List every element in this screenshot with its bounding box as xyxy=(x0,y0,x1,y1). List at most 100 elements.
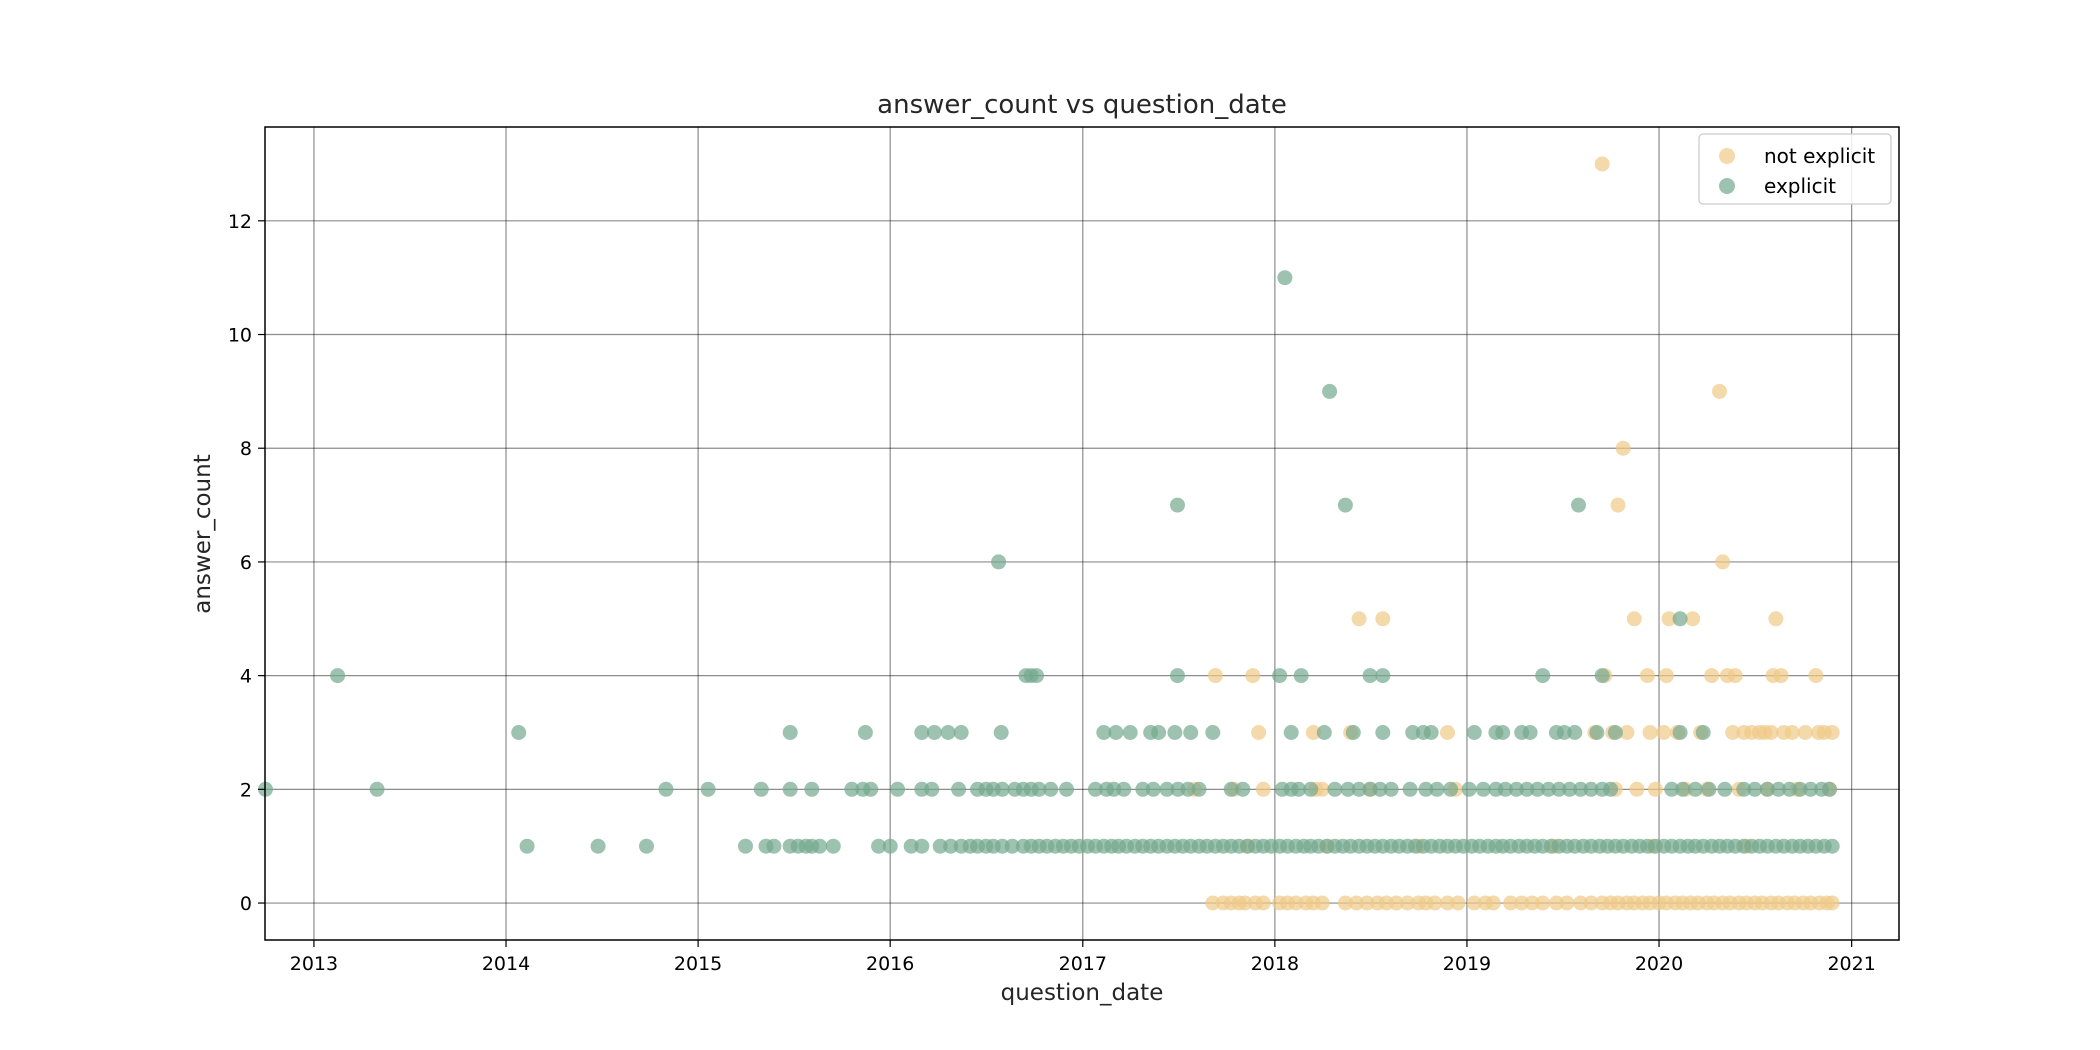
point-explicit xyxy=(882,838,898,854)
point-explicit xyxy=(993,725,1009,740)
point-explicit xyxy=(890,781,906,797)
legend-label-explicit: explicit xyxy=(1764,174,1836,198)
point-explicit xyxy=(1108,725,1124,740)
point-not-explicit xyxy=(1610,497,1626,513)
point-explicit xyxy=(951,781,967,797)
point-explicit xyxy=(804,781,820,797)
point-not-explicit xyxy=(1619,725,1635,740)
x-tick-label-2018: 2018 xyxy=(1251,953,1299,975)
point-explicit xyxy=(1383,781,1399,797)
x-tick-label-2021: 2021 xyxy=(1827,953,1875,975)
y-tick-label-10: 10 xyxy=(228,325,252,347)
point-explicit xyxy=(1759,781,1775,797)
point-explicit xyxy=(1180,781,1196,797)
point-explicit xyxy=(1562,781,1578,797)
legend-marker-explicit xyxy=(1719,178,1735,194)
point-not-explicit xyxy=(1524,895,1540,911)
x-tick-label-2015: 2015 xyxy=(674,953,722,975)
point-explicit xyxy=(1372,781,1388,797)
point-not-explicit xyxy=(1715,554,1731,570)
point-explicit xyxy=(700,781,716,797)
point-explicit xyxy=(1589,725,1605,740)
point-explicit xyxy=(1701,781,1717,797)
point-explicit xyxy=(1327,781,1343,797)
point-explicit xyxy=(1351,781,1367,797)
point-explicit xyxy=(857,725,873,740)
point-explicit xyxy=(1583,781,1599,797)
point-explicit xyxy=(1145,781,1161,797)
point-explicit xyxy=(1571,497,1586,513)
point-not-explicit xyxy=(1773,668,1789,684)
point-explicit xyxy=(1607,725,1623,740)
point-not-explicit xyxy=(1642,725,1658,740)
x-tick-label-2019: 2019 xyxy=(1443,953,1491,975)
point-explicit xyxy=(1672,611,1688,627)
point-explicit xyxy=(1345,725,1361,740)
point-explicit xyxy=(871,838,887,854)
x-tick-label-2016: 2016 xyxy=(866,953,914,975)
point-explicit xyxy=(1004,838,1020,854)
point-not-explicit xyxy=(1704,668,1720,684)
point-not-explicit xyxy=(1359,895,1375,911)
point-explicit xyxy=(1771,781,1786,797)
point-not-explicit xyxy=(1583,895,1599,911)
point-not-explicit xyxy=(1763,725,1779,740)
point-explicit xyxy=(1167,725,1183,740)
point-explicit xyxy=(1029,668,1044,684)
point-not-explicit xyxy=(1305,725,1321,740)
legend-box xyxy=(1698,133,1892,205)
point-not-explicit xyxy=(1647,781,1663,797)
point-explicit xyxy=(1322,383,1338,399)
point-not-explicit xyxy=(1824,725,1840,740)
point-explicit xyxy=(1530,781,1545,797)
point-explicit xyxy=(1475,781,1491,797)
point-not-explicit xyxy=(1784,725,1800,740)
x-axis-label: question_date xyxy=(1001,980,1164,1006)
point-explicit xyxy=(1423,725,1439,740)
point-explicit xyxy=(1191,781,1207,797)
point-explicit xyxy=(1443,781,1459,797)
point-explicit xyxy=(903,838,919,854)
point-explicit xyxy=(932,838,948,854)
point-not-explicit xyxy=(1255,895,1271,911)
point-explicit xyxy=(1135,781,1151,797)
point-explicit xyxy=(994,781,1010,797)
point-explicit xyxy=(1316,725,1332,740)
point-not-explicit xyxy=(1685,611,1701,627)
point-explicit xyxy=(1822,781,1837,797)
point-not-explicit xyxy=(1440,895,1455,911)
point-not-explicit xyxy=(1626,611,1642,627)
plot-area xyxy=(265,127,1899,940)
point-not-explicit xyxy=(1797,725,1813,740)
point-explicit xyxy=(1291,781,1307,797)
point-explicit xyxy=(1375,725,1391,740)
point-not-explicit xyxy=(1658,668,1674,684)
point-explicit xyxy=(1664,781,1680,797)
point-explicit xyxy=(1429,781,1445,797)
x-tick-label-2020: 2020 xyxy=(1635,953,1683,975)
plot-frame xyxy=(264,126,1900,941)
point-explicit xyxy=(1122,725,1138,740)
point-explicit xyxy=(1497,781,1513,797)
point-explicit xyxy=(1672,725,1688,740)
point-explicit xyxy=(943,838,959,854)
point-explicit xyxy=(590,838,606,854)
point-explicit xyxy=(511,725,527,740)
point-explicit xyxy=(1782,781,1797,797)
point-explicit xyxy=(1362,668,1378,684)
point-explicit xyxy=(991,554,1007,570)
series-explicit xyxy=(258,270,1840,854)
point-not-explicit xyxy=(1314,895,1330,911)
point-explicit xyxy=(1803,781,1819,797)
point-explicit xyxy=(1116,781,1132,797)
y-tick-label-6: 6 xyxy=(240,552,252,574)
point-explicit xyxy=(1594,668,1610,684)
point-explicit xyxy=(330,668,346,684)
point-not-explicit xyxy=(1824,895,1840,911)
point-not-explicit xyxy=(1768,611,1784,627)
point-not-explicit xyxy=(1808,668,1824,684)
y-tick-label-0: 0 xyxy=(240,893,252,915)
point-explicit xyxy=(1541,781,1556,797)
point-explicit xyxy=(738,838,753,854)
point-not-explicit xyxy=(1314,781,1330,797)
